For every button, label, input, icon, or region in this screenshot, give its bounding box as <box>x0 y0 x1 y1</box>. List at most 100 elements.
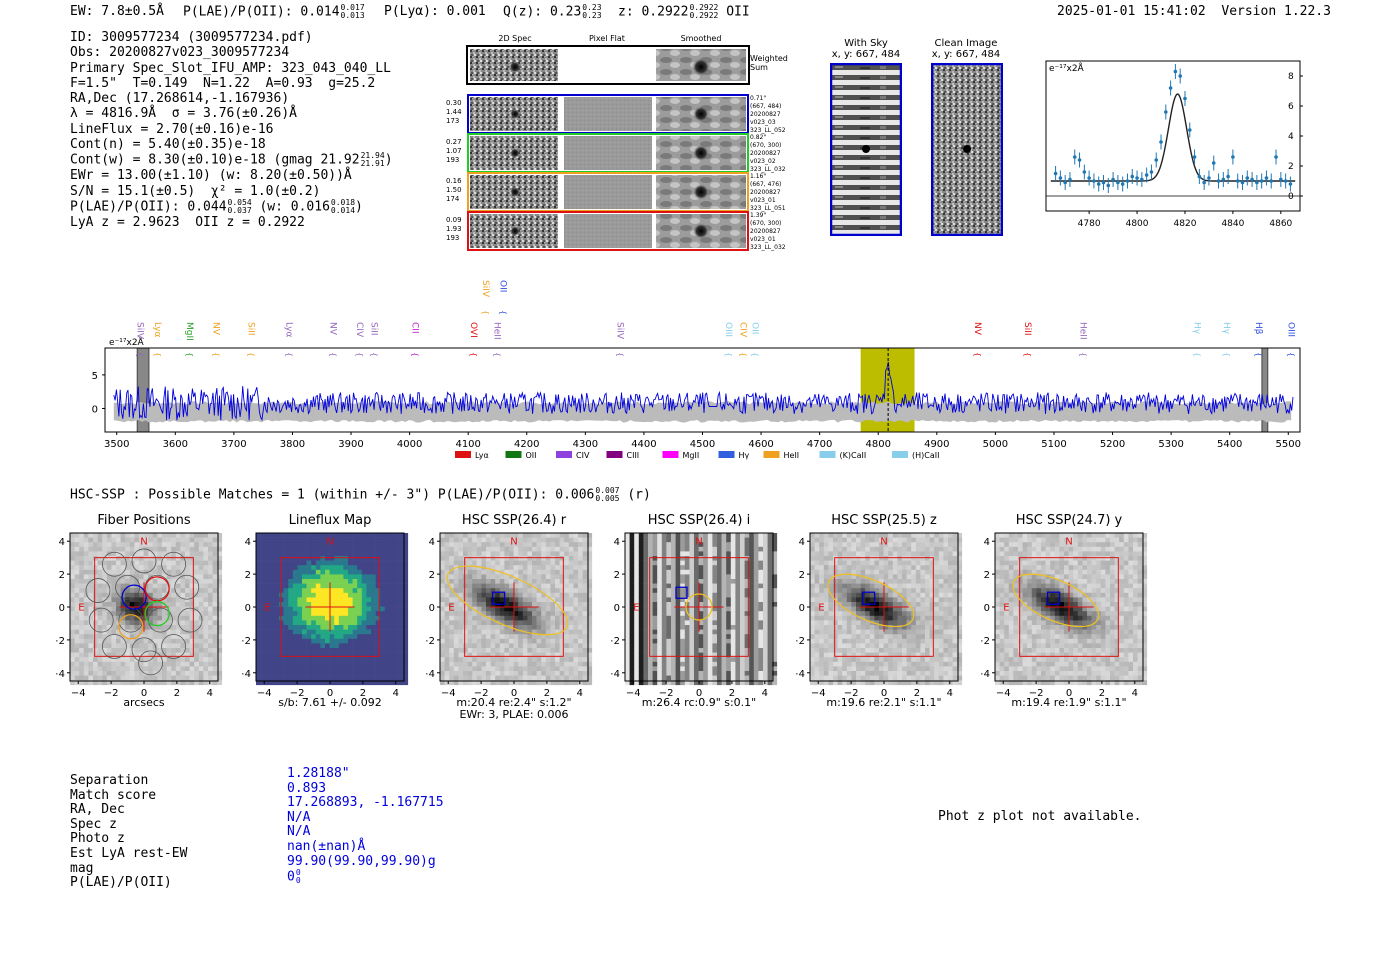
cutout-pixel <box>375 592 381 598</box>
cutout-pixel <box>568 588 574 594</box>
cutout-pixel <box>260 634 266 640</box>
cutout-pixel <box>625 533 630 538</box>
cutout-pixel <box>97 606 103 612</box>
cutout-pixel <box>499 592 505 598</box>
cutout-pixel <box>504 592 510 598</box>
cutout-pixel <box>102 579 108 584</box>
cutout-pixel <box>111 643 117 649</box>
cutout-pixel <box>758 574 764 580</box>
cutout-pixel <box>74 620 80 626</box>
cutout-pixel <box>394 537 399 543</box>
cutout-pixel <box>689 652 695 658</box>
cutout-pixel <box>348 652 353 658</box>
cutout-pixel <box>102 606 108 612</box>
cutout-pixel <box>265 657 271 663</box>
cutout-pixel <box>288 597 294 603</box>
cutout-pixel <box>684 537 690 543</box>
cutout-pixel <box>481 597 487 603</box>
cutout-pixel <box>171 657 177 663</box>
cutout-pixel <box>763 537 768 543</box>
cutout-pixel <box>753 615 759 621</box>
cutout-pixel <box>625 634 630 640</box>
cutout-pixel <box>730 546 736 552</box>
cutout-pixel <box>550 657 556 663</box>
cutout-pixel <box>440 634 445 640</box>
cutout-pixel <box>578 657 583 663</box>
cutout-pixel <box>134 537 140 543</box>
cutout-pixel <box>120 533 126 538</box>
cutout-pixel <box>532 625 537 630</box>
cutout-pixel <box>698 546 704 552</box>
cutout-pixel <box>288 634 294 640</box>
info-primary: Primary Spec_Slot_IFU_AMP: 323_043_040_L… <box>70 60 391 76</box>
cutout-pixel <box>486 569 491 575</box>
cutout-pixel <box>394 675 399 681</box>
cutout-pixel <box>185 675 190 681</box>
cutout-pixel <box>545 556 551 561</box>
cutout-pixel <box>744 556 750 561</box>
cutout-pixel <box>79 638 85 644</box>
cutout-pixel <box>357 542 363 548</box>
cutout-pixel <box>735 546 741 552</box>
cutout-pixel <box>212 643 218 649</box>
cutout-pixel <box>652 666 658 672</box>
cutout-pixel <box>256 666 261 672</box>
cutout-pixel <box>726 648 732 653</box>
cutout-pixel <box>726 583 732 589</box>
cutout-pixel <box>545 638 551 644</box>
cutout-pixel <box>657 574 663 580</box>
cutout-pixel <box>573 583 579 589</box>
cutout-pixel <box>152 634 158 640</box>
cutout-pixel <box>578 592 583 598</box>
cutout-pixel <box>476 537 482 543</box>
cutout-pixel <box>684 615 690 621</box>
cutout-pixel <box>297 620 303 626</box>
cutout-pixel <box>810 574 815 580</box>
cutout-pixel <box>671 588 676 594</box>
cutout-pixel <box>652 551 658 557</box>
cutout-pixel <box>102 634 108 640</box>
cutout-pixel <box>194 597 200 603</box>
cutout-pixel <box>814 620 820 626</box>
fiber-spectra-panel: 2D Spec Pixel Flat Smoothed Weighted Sum… <box>446 34 788 251</box>
cutout-pixel <box>509 638 514 644</box>
cutout-pixel <box>698 583 704 589</box>
cutout-pixel <box>671 629 676 635</box>
cutout-pixel <box>749 634 755 640</box>
cutout-pixel <box>352 579 358 584</box>
cutout-pixel <box>712 666 718 672</box>
header-plae-lo: 0.013 <box>340 11 365 20</box>
cutout-pixel <box>79 592 85 598</box>
cutout-pixel <box>371 579 376 584</box>
cutout-pixel <box>334 680 340 686</box>
cutout-pixel <box>810 648 815 653</box>
cutout-pixel <box>555 588 560 594</box>
cutout-pixel <box>629 661 635 667</box>
info-plae-text: P(LAE)/P(OII): 0.044 <box>70 199 227 215</box>
cutout-pixel <box>472 588 478 594</box>
cutout-pixel <box>265 652 271 658</box>
cutout-pixel <box>83 560 89 566</box>
cutout-footer-line: EWr: 3, PLAE: 0.006 <box>459 708 569 721</box>
cutout-pixel <box>823 533 829 538</box>
cutout-pixel <box>152 533 158 538</box>
cutout-pixel <box>753 579 759 584</box>
cutout-pixel <box>504 625 510 630</box>
cutout-pixel <box>189 671 195 676</box>
cutout-xtick-label: 2 <box>360 688 366 699</box>
cutout-pixel <box>325 671 330 676</box>
cutout-pixel <box>343 592 349 598</box>
cutout-pixel <box>717 542 722 548</box>
cutout-pixel <box>366 611 372 617</box>
cutout-pixel <box>152 588 158 594</box>
cutout-pixel <box>111 661 117 667</box>
cutout-pixel <box>274 606 280 612</box>
cutout-pixel <box>684 560 690 566</box>
cutout-pixel <box>504 661 510 667</box>
cutout-pixel <box>212 565 218 571</box>
cutout-pixel <box>625 569 630 575</box>
cutout-pixel <box>88 583 94 589</box>
cutout-pixel <box>74 546 80 552</box>
cutout-pixel <box>338 620 344 626</box>
cutout-pixel <box>717 574 722 580</box>
